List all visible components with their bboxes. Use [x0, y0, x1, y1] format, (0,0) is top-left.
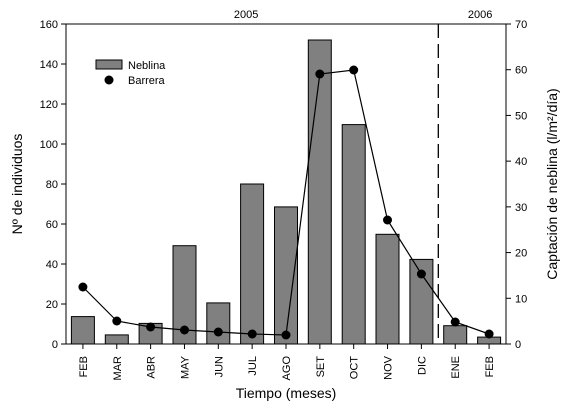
bar-oct-8 [341, 124, 366, 345]
x-tick-label-set-7: SET [315, 356, 327, 378]
x-tick-label-oct-8: OCT [349, 356, 361, 380]
point-mar-1 [112, 316, 122, 326]
x-axis: FEB MAR ABR MAY JUN JUL AGO SET OCT NOV DIC ENE FEB [78, 344, 496, 380]
x-tick-label-feb-12: FEB [484, 356, 496, 377]
right-tick-label-0: 0 [515, 339, 521, 351]
year-label-2005: 2005 [234, 9, 258, 21]
right-axis-title: Captación de neblina (l/m²/día) [544, 88, 560, 279]
bar-set-7 [307, 39, 332, 345]
right-axis: 0 10 20 30 40 50 60 70 [506, 19, 527, 351]
x-tick-label-jul-5: JUL [247, 356, 259, 376]
left-axis: 0 20 40 60 80 100 120 140 160 [40, 19, 66, 351]
point-dic-10 [416, 269, 426, 279]
x-tick-label-ago-6: AGO [281, 356, 293, 381]
point-nov-9 [383, 215, 392, 225]
bar-nov-9 [375, 233, 400, 345]
point-jun-4 [213, 327, 223, 337]
bar-ene-11 [443, 325, 468, 345]
left-tick-label-160: 160 [40, 19, 58, 31]
bar-feb-0 [70, 316, 95, 345]
point-jul-5 [247, 329, 257, 339]
right-tick-label-30: 30 [515, 202, 527, 214]
legend-swatch-neblina [95, 59, 123, 70]
right-tick-label-60: 60 [515, 65, 527, 77]
x-tick-label-dic-10: DIC [416, 356, 428, 375]
point-ene-11 [450, 317, 460, 327]
x-tick-label-abr-2: ABR [146, 356, 158, 379]
x-tick-label-mar-1: MAR [112, 356, 124, 381]
bar-jun-4 [206, 302, 231, 345]
left-tick-label-20: 20 [46, 299, 58, 311]
point-ago-6 [281, 330, 291, 340]
left-tick-label-100: 100 [40, 139, 58, 151]
left-tick-label-80: 80 [46, 179, 58, 191]
right-tick-label-10: 10 [515, 293, 527, 305]
point-set-7 [315, 69, 325, 79]
left-tick-label-0: 0 [52, 339, 58, 351]
x-tick-label-jun-4: JUN [213, 356, 225, 377]
x-axis-title: Tiempo (meses) [236, 385, 337, 401]
x-tick-label-nov-9: NOV [383, 355, 395, 380]
x-tick-label-ene-11: ENE [450, 356, 462, 379]
bar-mar-1 [104, 334, 129, 345]
left-tick-label-140: 140 [40, 59, 58, 71]
left-tick-label-40: 40 [46, 259, 58, 271]
x-tick-label-may-3: MAY [179, 355, 191, 379]
point-feb-0 [78, 282, 88, 292]
line-series-barrera [78, 65, 494, 340]
bar-jul-5 [240, 183, 265, 345]
right-tick-label-40: 40 [515, 156, 527, 168]
left-axis-title: Nº de individuos [9, 134, 25, 235]
x-tick-label-feb-0: FEB [78, 356, 90, 377]
legend-label-neblina: Neblina [128, 60, 166, 72]
right-tick-label-50: 50 [515, 110, 527, 122]
point-feb-12 [484, 329, 494, 339]
point-abr-2 [146, 322, 156, 332]
left-tick-label-60: 60 [46, 219, 58, 231]
right-tick-label-20: 20 [515, 248, 527, 260]
point-oct-8 [349, 65, 359, 75]
legend-label-barrera: Barrera [128, 75, 166, 87]
year-label-2006: 2006 [468, 9, 492, 21]
legend: Neblina Barrera [95, 59, 166, 87]
legend-swatch-barrera [104, 75, 114, 85]
left-tick-label-120: 120 [40, 99, 58, 111]
point-may-3 [180, 325, 189, 335]
right-tick-label-70: 70 [515, 19, 527, 31]
